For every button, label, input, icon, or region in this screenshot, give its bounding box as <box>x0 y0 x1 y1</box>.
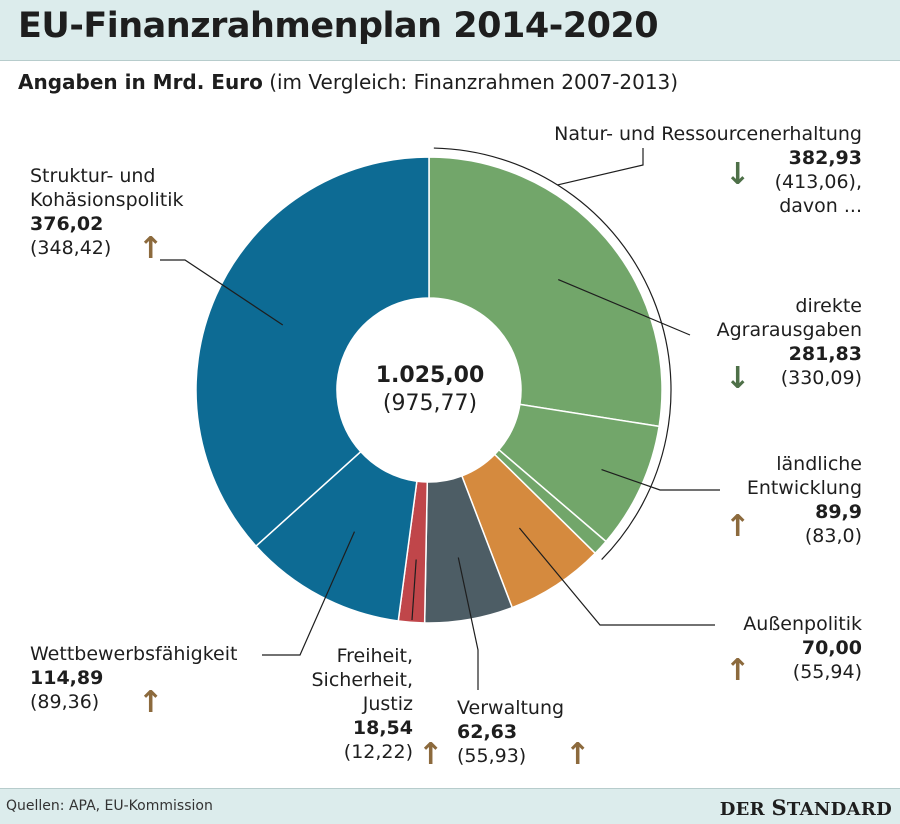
arrow-up-icon: ↑ <box>138 231 164 266</box>
source-note: Quellen: APA, EU-Kommission <box>6 798 213 814</box>
label-natur-value: 382,93 <box>788 147 862 169</box>
arrow-up-icon: ↑ <box>138 685 164 720</box>
label-freiheit-previous: (12,22) <box>343 741 413 763</box>
label-struktur-name-2: Kohäsionspolitik <box>30 189 184 211</box>
label-agrar-name-1: direkte <box>795 295 862 317</box>
subtitle-comparison: (im Vergleich: Finanzrahmen 2007-2013) <box>269 70 679 94</box>
label-freiheit-name-3: Justiz <box>362 693 413 715</box>
logo-part-3: TANDARD <box>786 799 892 820</box>
label-freiheit-name-1: Freiheit, <box>336 645 413 667</box>
label-struktur-value: 376,02 <box>30 213 104 235</box>
leader-line-struktur <box>160 259 284 326</box>
label-aussen: Außenpolitik 70,00 (55,94) <box>743 612 862 684</box>
label-natur-name: Natur- und Ressourcenerhaltung <box>554 123 862 145</box>
label-struktur-name-1: Struktur- und <box>30 165 156 187</box>
label-agrar: direkte Agrarausgaben 281,83 (330,09) <box>717 294 862 390</box>
arrow-up-icon: ↑ <box>565 737 591 772</box>
leader-line-freiheit <box>411 559 417 621</box>
leader-line-natur <box>557 148 644 186</box>
label-natur-note: davon ... <box>779 195 862 217</box>
chart-subtitle: Angaben in Mrd. Euro (im Vergleich: Fina… <box>18 70 678 94</box>
slice-agrar <box>428 156 663 428</box>
label-freiheit-name-2: Sicherheit, <box>311 669 414 691</box>
total-previous: (975,77) <box>382 391 478 416</box>
slice-struktur <box>195 156 430 548</box>
group-bracket-natur <box>433 147 672 561</box>
label-wettbewerb: Wettbewerbsfähigkeit 114,89 (89,36) <box>30 642 237 714</box>
logo-part-2: S <box>771 795 787 820</box>
leader-line-verwaltung <box>457 557 479 690</box>
arrow-up-icon: ↑ <box>725 509 751 544</box>
logo-part-1: DER <box>719 799 772 820</box>
total-value: 1.025,00 <box>375 363 485 388</box>
arrow-down-icon: ↓ <box>725 157 751 192</box>
leader-line-agrar <box>558 279 691 336</box>
label-verwaltung-previous: (55,93) <box>457 745 527 767</box>
arrow-up-icon: ↑ <box>418 737 444 772</box>
label-laendlich: ländliche Entwicklung 89,9 (83,0) <box>747 452 862 548</box>
subtitle-unit: Angaben in Mrd. Euro <box>18 70 263 94</box>
label-struktur: Struktur- und Kohäsionspolitik 376,02 (3… <box>30 164 184 260</box>
label-laendlich-value: 89,9 <box>815 501 862 523</box>
header-bar: EU-Finanzrahmenplan 2014-2020 <box>0 0 900 61</box>
label-natur: Natur- und Ressourcenerhaltung 382,93 (4… <box>554 122 862 218</box>
label-agrar-name-2: Agrarausgaben <box>716 319 862 341</box>
leader-line-laendlich <box>601 469 720 491</box>
arrow-down-icon: ↓ <box>725 361 751 396</box>
chart-title: EU-Finanzrahmenplan 2014-2020 <box>18 6 659 46</box>
label-struktur-previous: (348,42) <box>30 237 112 259</box>
label-laendlich-name-2: Entwicklung <box>746 477 862 499</box>
label-aussen-name: Außenpolitik <box>743 613 862 635</box>
total-label: 1.025,00 (975,77) <box>330 362 530 418</box>
leader-line-aussen <box>518 527 715 626</box>
label-aussen-value: 70,00 <box>801 637 862 659</box>
footer-bar: Quellen: APA, EU-Kommission DER STANDARD <box>0 788 900 824</box>
label-agrar-previous: (330,09) <box>780 367 862 389</box>
label-verwaltung-name: Verwaltung <box>457 697 565 719</box>
label-natur-previous: (413,06), <box>774 171 862 193</box>
publisher-logo: DER STANDARD <box>720 795 892 820</box>
arrow-up-icon: ↑ <box>725 653 751 688</box>
label-wettbewerb-value: 114,89 <box>30 667 104 689</box>
label-laendlich-previous: (83,0) <box>804 525 862 547</box>
label-verwaltung-value: 62,63 <box>457 721 518 743</box>
label-aussen-previous: (55,94) <box>792 661 862 683</box>
label-freiheit-value: 18,54 <box>352 717 413 739</box>
label-freiheit: Freiheit, Sicherheit, Justiz 18,54 (12,2… <box>312 644 414 764</box>
label-verwaltung: Verwaltung 62,63 (55,93) <box>457 696 564 768</box>
label-wettbewerb-previous: (89,36) <box>30 691 100 713</box>
label-laendlich-name-1: ländliche <box>776 453 862 475</box>
leader-line-wettbewerb <box>262 531 356 656</box>
label-agrar-value: 281,83 <box>788 343 862 365</box>
label-wettbewerb-name: Wettbewerbsfähigkeit <box>30 643 238 665</box>
